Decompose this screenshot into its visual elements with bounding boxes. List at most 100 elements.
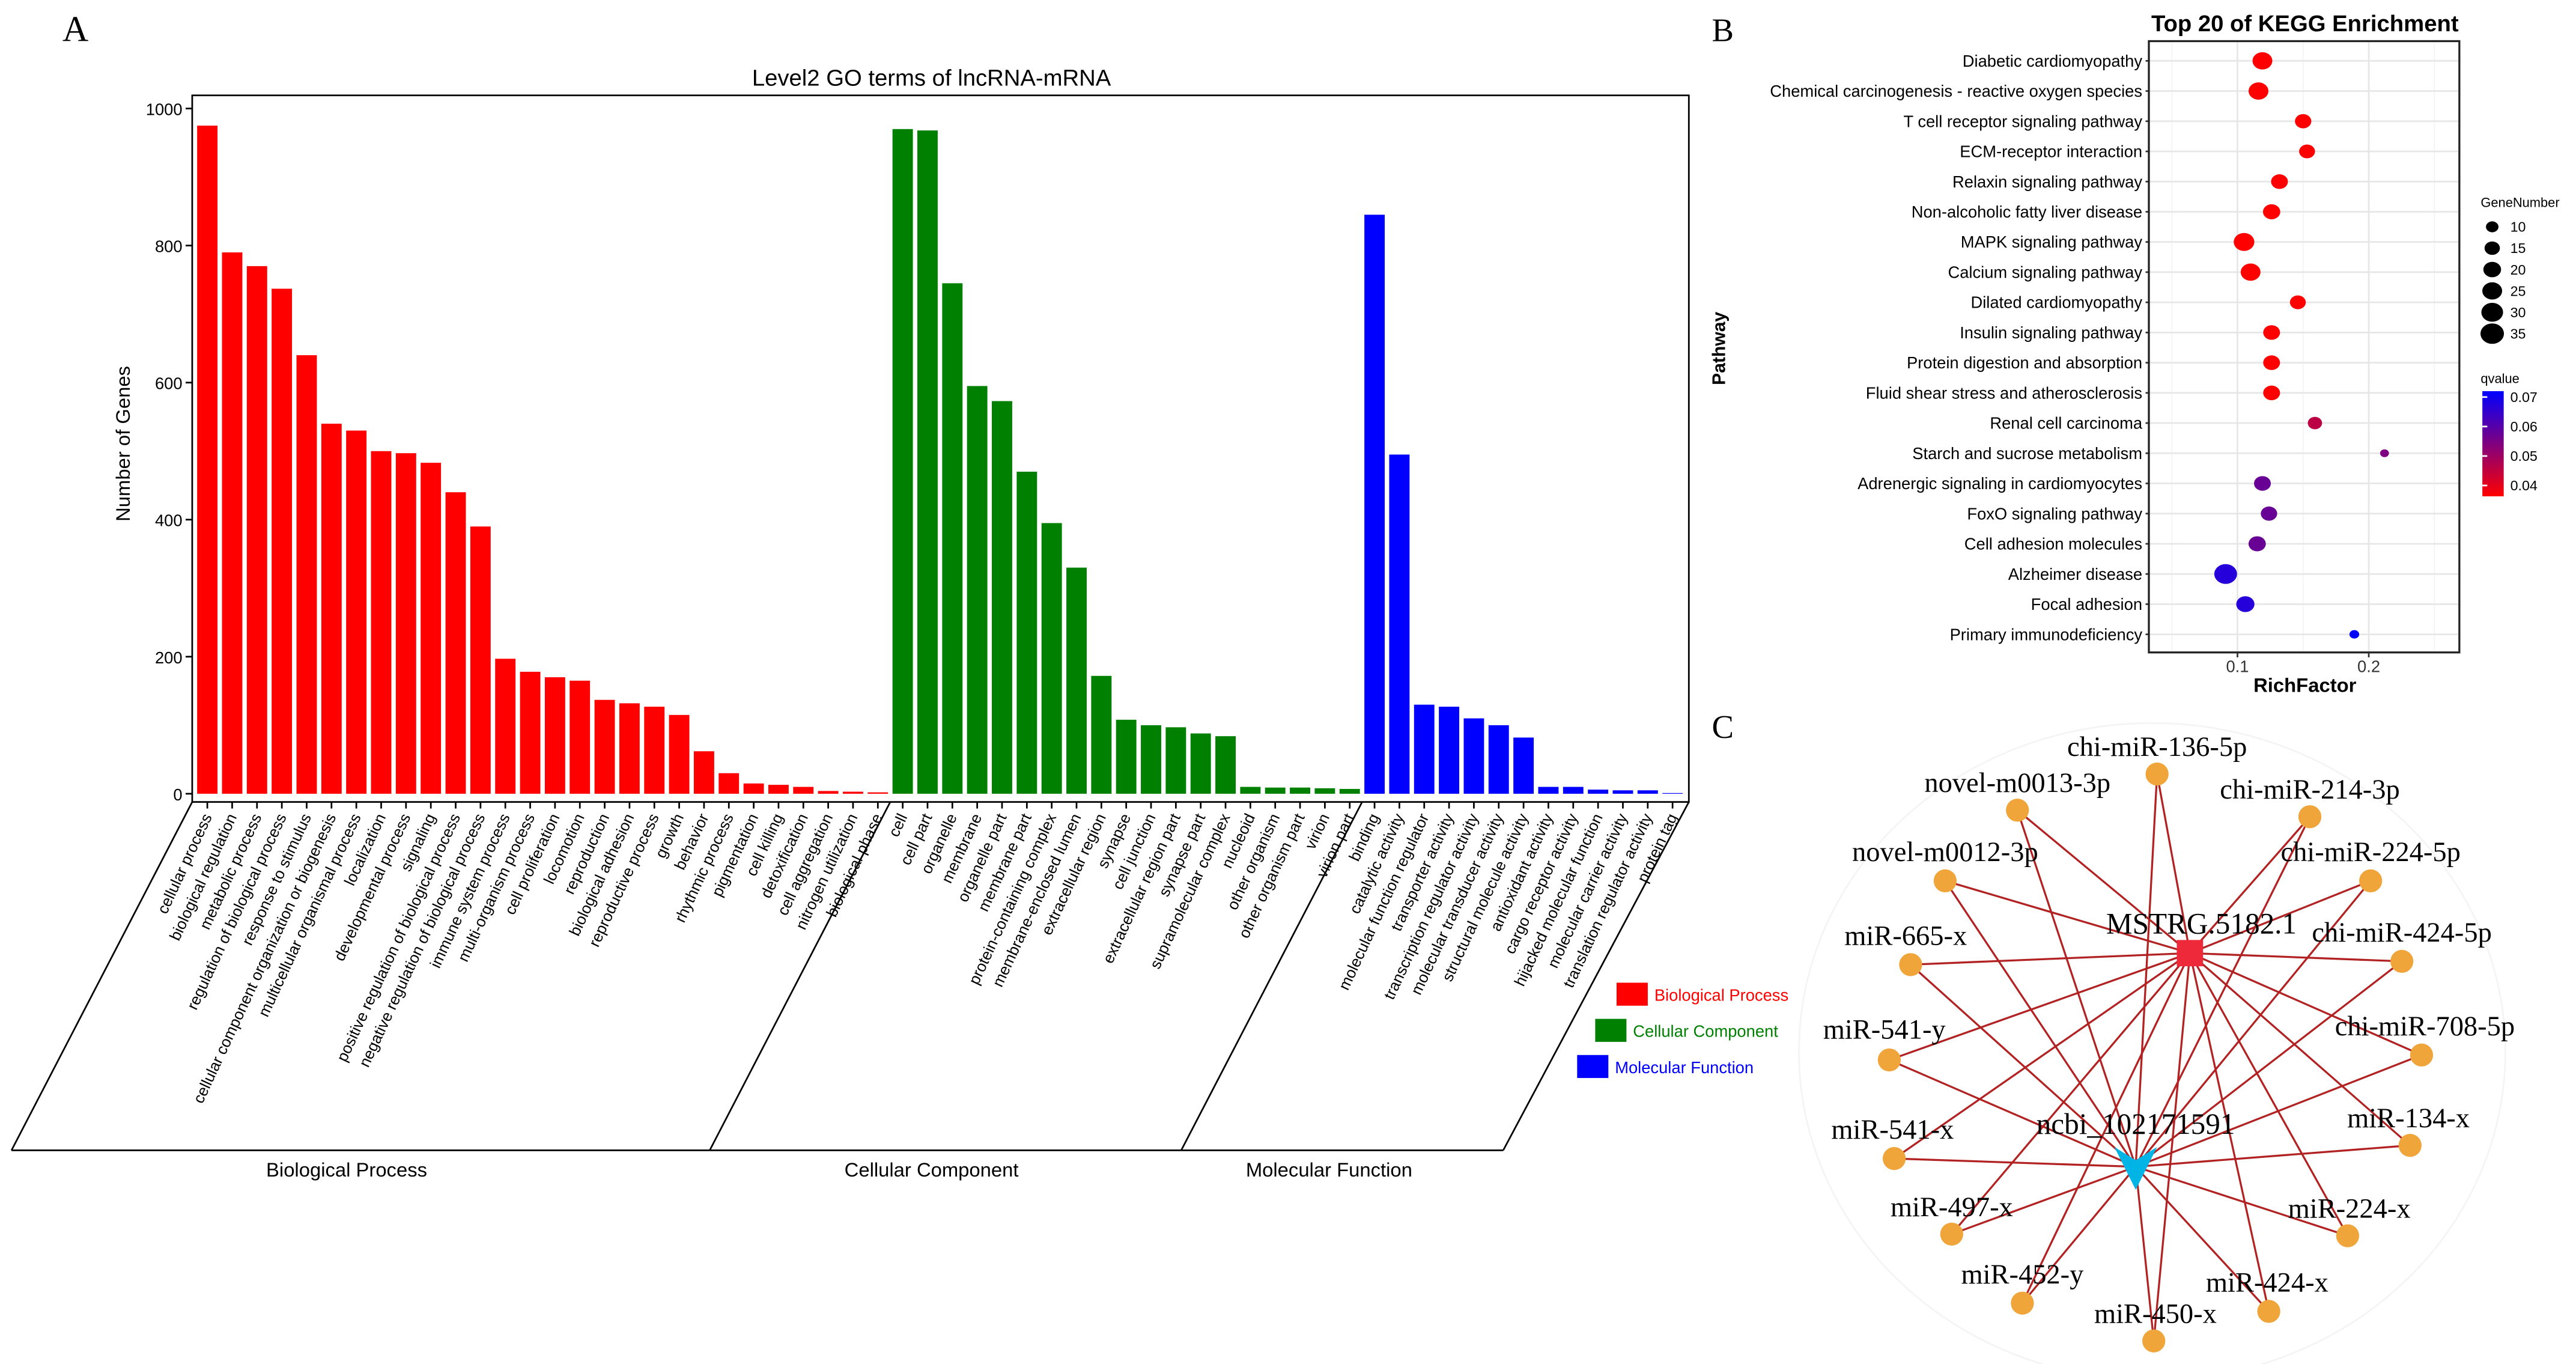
bar bbox=[1563, 787, 1584, 794]
bar bbox=[495, 659, 516, 794]
network-edge bbox=[1894, 952, 2191, 1160]
data-point bbox=[2380, 449, 2389, 457]
pathway-label: Non-alcoholic fatty liver disease bbox=[1912, 202, 2142, 221]
pathway-label: MAPK signaling pathway bbox=[1961, 233, 2143, 251]
bar bbox=[1513, 737, 1534, 794]
mirna-label: chi-miR-424-5p bbox=[2312, 918, 2491, 948]
legend-swatch bbox=[1595, 1018, 1627, 1042]
mirna-node bbox=[2410, 1043, 2434, 1067]
mirna-node bbox=[2298, 805, 2322, 829]
bar bbox=[470, 526, 491, 794]
bar bbox=[321, 424, 342, 794]
bar bbox=[445, 492, 466, 794]
bar bbox=[594, 699, 615, 794]
network-edge bbox=[2134, 1166, 2270, 1312]
data-point bbox=[2236, 596, 2255, 612]
group-divider bbox=[10, 802, 193, 1151]
network-edge bbox=[2189, 952, 2349, 1237]
group-label: Cellular Component bbox=[845, 1158, 1019, 1181]
lncrna-hub-node bbox=[2177, 940, 2204, 967]
network-edge bbox=[2156, 773, 2191, 954]
bar bbox=[718, 773, 740, 794]
bar bbox=[395, 453, 416, 794]
network-edge bbox=[2135, 1144, 2410, 1168]
network-edge bbox=[2021, 952, 2191, 1304]
mirna-node bbox=[1933, 869, 1957, 893]
size-legend-title: GeneNumber bbox=[2480, 195, 2559, 210]
data-point bbox=[2214, 564, 2237, 584]
bar bbox=[1538, 787, 1559, 794]
mrna-hub-node bbox=[2114, 1146, 2157, 1190]
bar bbox=[1488, 725, 1509, 794]
pathway-label: Alzheimer disease bbox=[2008, 565, 2142, 583]
pathway-label: Adrenergic signaling in cardiomyocytes bbox=[1858, 474, 2142, 493]
network-edge bbox=[1951, 952, 2191, 1235]
data-point bbox=[2234, 233, 2255, 251]
mirna-label: chi-miR-224-5p bbox=[2280, 837, 2460, 868]
data-point bbox=[2289, 295, 2306, 309]
bar bbox=[1588, 790, 1609, 794]
color-legend-title: qvalue bbox=[2480, 371, 2519, 386]
network-edge bbox=[2022, 1166, 2137, 1304]
size-legend-dot bbox=[2484, 241, 2500, 255]
bar bbox=[1116, 719, 1137, 794]
mirna-label: chi-miR-136-5p bbox=[2067, 732, 2247, 763]
data-point bbox=[2271, 174, 2288, 189]
pathway-label: Relaxin signaling pathway bbox=[1952, 172, 2142, 191]
pathway-label: Renal cell carcinoma bbox=[1990, 414, 2142, 433]
mirna-node bbox=[2257, 1300, 2280, 1323]
network-edge bbox=[1945, 880, 2190, 954]
mirna-node bbox=[1899, 953, 1922, 976]
size-legend-label: 10 bbox=[2511, 219, 2526, 235]
bar bbox=[1190, 733, 1211, 794]
mirna-node bbox=[1877, 1048, 1901, 1072]
pathway-label: Cell adhesion molecules bbox=[1964, 535, 2142, 553]
bar bbox=[1612, 790, 1633, 794]
network-edge bbox=[1889, 1059, 2136, 1168]
bar bbox=[768, 785, 789, 794]
network-edge bbox=[2189, 880, 2371, 954]
colorbar-label: 0.04 bbox=[2511, 478, 2538, 493]
pathway-label: Diabetic cardiomyopathy bbox=[1963, 52, 2143, 70]
plot-frame bbox=[2148, 40, 2461, 654]
data-point bbox=[2349, 630, 2360, 639]
pathway-label: FoxO signaling pathway bbox=[1967, 504, 2142, 523]
size-legend-label: 30 bbox=[2511, 305, 2526, 320]
network-edge bbox=[2189, 952, 2411, 1146]
bar bbox=[1240, 787, 1261, 794]
mirna-node bbox=[1940, 1222, 1963, 1246]
network-background-ring bbox=[1798, 722, 2506, 1364]
mirna-node bbox=[2359, 869, 2383, 893]
bar bbox=[967, 386, 988, 794]
mirna-node bbox=[2006, 799, 2029, 822]
pathway-label: Dilated cardiomyopathy bbox=[1970, 293, 2142, 312]
x-tick-label: 0.1 bbox=[2226, 657, 2249, 676]
mirna-label: chi-miR-708-5p bbox=[2335, 1011, 2515, 1042]
bar bbox=[1141, 725, 1161, 794]
network-edge bbox=[2189, 952, 2270, 1312]
bar bbox=[1364, 215, 1385, 794]
mirna-label: miR-541-x bbox=[1831, 1115, 1954, 1145]
bar bbox=[1389, 454, 1410, 794]
size-legend-label: 20 bbox=[2511, 262, 2526, 278]
mirna-node bbox=[2142, 1329, 2166, 1353]
panel-letter-b: B bbox=[1712, 11, 1734, 48]
lncrna-hub-label: MSTRG.5182.1 bbox=[2106, 907, 2297, 940]
network-edge bbox=[2134, 816, 2311, 1168]
bar bbox=[570, 680, 591, 794]
y-tick-label: 600 bbox=[155, 374, 183, 393]
mirna-label: miR-497-x bbox=[1891, 1192, 2013, 1223]
network-edge bbox=[1951, 1166, 2136, 1235]
mirna-node bbox=[2145, 763, 2169, 786]
network-edge bbox=[2135, 960, 2403, 1168]
bar bbox=[1165, 727, 1186, 794]
bar bbox=[619, 703, 640, 794]
x-tick-label: 0.2 bbox=[2357, 657, 2380, 676]
bar bbox=[346, 430, 367, 794]
mirna-label: miR-224-x bbox=[2288, 1194, 2411, 1225]
bar bbox=[296, 355, 317, 794]
kegg-chart-title: Top 20 of KEGG Enrichment bbox=[2151, 11, 2459, 37]
size-legend-dot bbox=[2482, 282, 2503, 300]
mirna-label: chi-miR-214-3p bbox=[2220, 775, 2399, 805]
